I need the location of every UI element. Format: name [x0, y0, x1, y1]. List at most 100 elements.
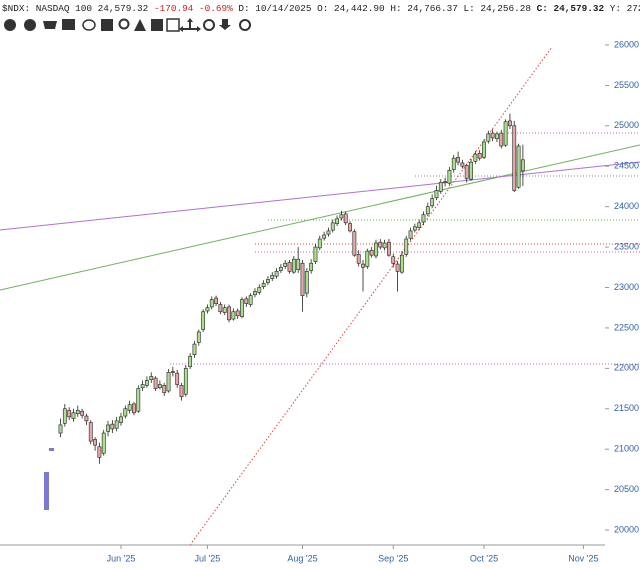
candle-body [434, 190, 439, 199]
candle-body [227, 306, 231, 321]
candle-body [339, 214, 344, 219]
y-tick-label: 23000 [614, 282, 639, 292]
trend-line [0, 161, 640, 231]
candle-body [157, 384, 162, 389]
candle-body [387, 241, 391, 256]
list-icon[interactable] [101, 19, 113, 31]
candle-body [84, 415, 89, 422]
image-icon[interactable] [62, 19, 75, 30]
candle-body [447, 169, 452, 184]
candle-body [425, 206, 430, 215]
y-tick-label: 21000 [614, 444, 639, 454]
annotations [0, 46, 640, 546]
candle-body [257, 287, 262, 293]
toolbar [4, 18, 251, 32]
search-icon[interactable] [118, 18, 130, 30]
candle-body [222, 307, 227, 313]
candle-body [93, 439, 97, 446]
date: D: 10/14/2025 [238, 3, 312, 14]
candle-body [145, 380, 149, 386]
candle-body [261, 283, 266, 287]
candle-body [456, 157, 460, 163]
candle-body [248, 295, 253, 305]
candle-body [58, 424, 63, 434]
y-tick-label: 25500 [614, 80, 639, 90]
candle-body [149, 376, 154, 380]
candle-body [88, 422, 93, 442]
candle-body [503, 121, 508, 146]
candle-body [218, 304, 223, 313]
candle-body [291, 258, 296, 273]
candle-body [516, 145, 521, 188]
warning-icon[interactable] [134, 19, 146, 31]
candle-body [451, 157, 456, 170]
candle-body [304, 271, 309, 294]
candle-body [438, 182, 443, 192]
candle-body [486, 133, 491, 142]
high: H: 24,766.37 [390, 3, 458, 14]
candle-body [391, 256, 396, 264]
change: -170.94 [154, 3, 194, 14]
move-icon[interactable] [179, 18, 201, 32]
candle-body [300, 262, 305, 296]
trend-line [0, 144, 640, 291]
candle-body [244, 298, 249, 304]
candle-body [136, 388, 141, 412]
candle-body [430, 198, 435, 207]
candle-body [520, 159, 525, 172]
candle-body [175, 372, 180, 385]
indicator-bar [49, 448, 54, 451]
indicator-bar [44, 472, 49, 510]
candle-body [132, 403, 136, 414]
candle-body [322, 234, 327, 239]
candle-body [123, 408, 128, 417]
palette-icon[interactable] [4, 19, 16, 31]
x-tick-label: Aug '25 [287, 553, 317, 563]
twitter-icon[interactable] [43, 21, 57, 29]
candle-body [274, 271, 279, 277]
candle-body [114, 420, 119, 429]
candle-body [110, 423, 115, 430]
candle-body [71, 412, 76, 419]
candle-body [313, 246, 318, 262]
candle-body [326, 230, 331, 235]
candle-body [330, 222, 335, 231]
candle-body [412, 226, 417, 231]
open: O: 24,442.90 [317, 3, 385, 14]
candle-body [183, 368, 188, 395]
candle-body [374, 242, 378, 257]
candle-body [235, 310, 240, 317]
y-tick-label: 20500 [614, 484, 639, 494]
last-price: 24,579.32 [98, 3, 149, 14]
candle-body [209, 299, 214, 308]
chart-icon[interactable] [151, 19, 163, 31]
y-tick-label: 26000 [614, 39, 639, 49]
candle-body [464, 165, 469, 179]
plot: 20000 20500 21000 21500 22000 22500 23000 23500… [58, 39, 639, 563]
users-icon[interactable] [24, 19, 36, 31]
link-icon[interactable] [203, 19, 215, 31]
candle-body [170, 371, 175, 373]
x-tick-label: Oct '25 [470, 553, 498, 563]
candle-body [443, 181, 448, 183]
candle-body [80, 410, 85, 416]
candle-body [296, 258, 301, 271]
close: C: 24,579.32 [537, 3, 605, 14]
percent-change: -0.69% [199, 3, 233, 14]
candle-body [352, 231, 357, 256]
candle-body [75, 410, 80, 414]
download-icon[interactable] [219, 19, 231, 30]
y-tick-label: 24500 [614, 161, 639, 171]
candle-body [283, 262, 288, 267]
candle-body [231, 311, 236, 320]
x-tick-label: Nov '25 [568, 553, 598, 563]
comment-icon[interactable] [82, 19, 96, 31]
calendar-icon[interactable] [166, 18, 180, 32]
candle-body [469, 161, 473, 180]
year-high: Y: 27238.77 [610, 3, 640, 14]
candle-body [67, 410, 72, 418]
refresh-icon[interactable] [239, 19, 251, 31]
candle-body [270, 275, 275, 279]
candle-body [348, 223, 352, 232]
